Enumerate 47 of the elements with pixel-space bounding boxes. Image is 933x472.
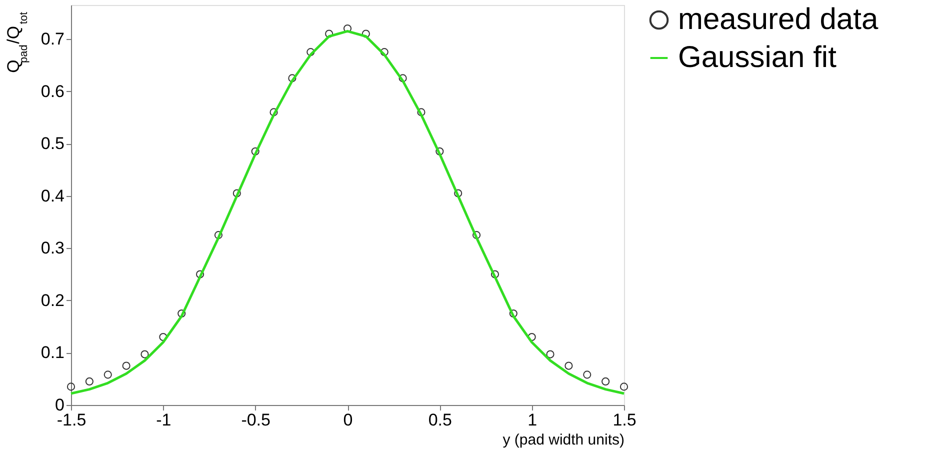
x-axis-title: y (pad width units)	[502, 432, 624, 448]
legend-label: measured data	[678, 3, 878, 36]
point	[602, 377, 610, 386]
point	[436, 147, 444, 156]
point	[398, 74, 407, 82]
point	[270, 108, 278, 116]
x-tick-label: -1	[156, 410, 172, 430]
point	[85, 377, 94, 386]
point	[104, 370, 112, 379]
point	[214, 231, 223, 240]
point	[362, 30, 370, 38]
point	[140, 350, 149, 358]
point	[417, 108, 426, 116]
x-tick-label: 0.5	[428, 410, 452, 430]
point	[122, 362, 130, 370]
y-tick-label: 0.4	[40, 186, 64, 206]
x-tick-label: -0.5	[241, 410, 270, 430]
x-tick-label: 1	[528, 410, 538, 430]
point	[178, 309, 186, 318]
x-tick-label: 0	[343, 410, 353, 430]
point	[251, 147, 260, 156]
point	[490, 270, 500, 278]
point	[472, 231, 481, 240]
point	[288, 74, 296, 82]
point	[232, 189, 241, 198]
point	[380, 48, 388, 56]
point	[583, 370, 592, 379]
point	[325, 30, 334, 38]
y-tick-label: 0.5	[40, 134, 64, 154]
point	[343, 24, 352, 33]
point	[454, 189, 462, 198]
y-tick-label: 0.7	[40, 29, 64, 48]
point	[509, 309, 518, 318]
legend-label: Gaussian fit	[678, 41, 838, 74]
line-series	[70, 30, 626, 395]
y-tick-label: 0.1	[40, 343, 64, 362]
point	[66, 382, 76, 391]
point	[196, 270, 204, 278]
y-tick-label: 0.6	[40, 82, 64, 101]
point	[564, 362, 573, 370]
point	[620, 382, 628, 391]
point	[546, 350, 554, 358]
point	[306, 48, 315, 56]
x-tick-label: 1.5	[612, 410, 636, 430]
y-tick-label: 0.2	[40, 290, 64, 310]
y-axis-title: Qpad/Qtot	[4, 12, 30, 73]
y-tick-label: 0.3	[40, 238, 64, 258]
